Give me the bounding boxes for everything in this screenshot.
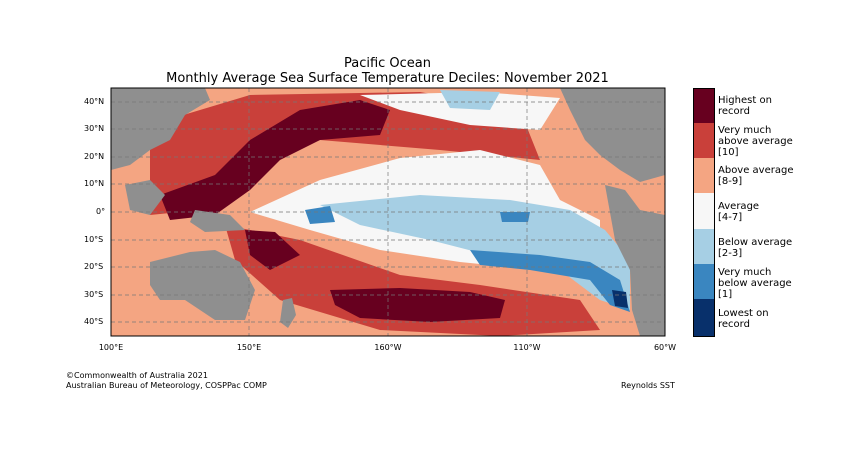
lat-label-40s: 40°S — [84, 317, 104, 326]
legend-swatch-above — [693, 158, 715, 193]
land-australia — [150, 250, 255, 320]
record-warm-south — [330, 288, 505, 322]
legend-label-below: Below average [2-3] — [718, 237, 793, 259]
lon-label-150e: 150°E — [236, 343, 262, 352]
lat-label-20n: 20°N — [84, 152, 105, 161]
grid-lines — [111, 88, 665, 336]
lat-label-30n: 30°N — [84, 124, 105, 133]
average-north — [360, 92, 560, 130]
agency-text: Australian Bureau of Meteorology, COSPPa… — [66, 381, 267, 390]
map-plot-area — [111, 88, 665, 336]
record-warm-north — [160, 100, 390, 220]
lon-label-60w: 60°W — [653, 343, 677, 352]
lon-label-160w: 160°W — [374, 343, 402, 352]
land-new-zealand — [280, 298, 296, 328]
lat-label-10s: 10°S — [84, 235, 104, 244]
legend-swatch-very-much-below — [693, 264, 715, 299]
legend-swatch-lowest — [693, 299, 715, 337]
land-north-america — [560, 88, 665, 182]
land-philippines — [125, 180, 165, 215]
legend-swatch-below — [693, 229, 715, 264]
legend-label-highest: Highest on record — [718, 95, 772, 117]
record-cold-peru — [612, 290, 628, 308]
very-much-below-central — [305, 206, 335, 224]
below-average-east — [320, 195, 630, 310]
below-average-north — [440, 90, 500, 110]
legend-label-above: Above average [8-9] — [718, 165, 794, 187]
lat-label-30s: 30°S — [84, 290, 104, 299]
data-source-text: Reynolds SST — [621, 381, 675, 390]
warm-band-south — [225, 225, 600, 336]
map-subtitle: Monthly Average Sea Surface Temperature … — [166, 71, 609, 86]
legend-label-very-much-above: Very much above average [10] — [718, 125, 793, 158]
very-much-below-east — [470, 250, 630, 312]
legend-label-average: Average [4-7] — [718, 201, 760, 223]
legend-swatch-very-much-above — [693, 123, 715, 158]
lon-label-100e: 100°E — [98, 343, 124, 352]
map-title: Pacific Ocean — [343, 56, 432, 71]
legend-label-very-much-below: Very much below average [1] — [718, 267, 792, 300]
footer-credits: ©Commonwealth of Australia 2021 Australi… — [66, 371, 267, 391]
legend-swatch-highest — [693, 88, 715, 124]
legend-label-lowest: Lowest on record — [718, 308, 769, 330]
very-much-below-equator — [500, 212, 530, 222]
warm-band-north — [150, 92, 540, 215]
land-new-guinea — [190, 210, 245, 232]
map-frame — [110, 87, 666, 337]
copyright-text: ©Commonwealth of Australia 2021 — [66, 371, 208, 380]
land-south-america — [605, 185, 665, 336]
lon-label-110w: 110°W — [513, 343, 541, 352]
lat-label-40n: 40°N — [84, 97, 105, 106]
lat-label-20s: 20°S — [84, 262, 104, 271]
lat-label-equator: 0° — [96, 207, 106, 216]
legend-swatch-average — [693, 193, 715, 229]
lat-label-10n: 10°N — [84, 179, 105, 188]
